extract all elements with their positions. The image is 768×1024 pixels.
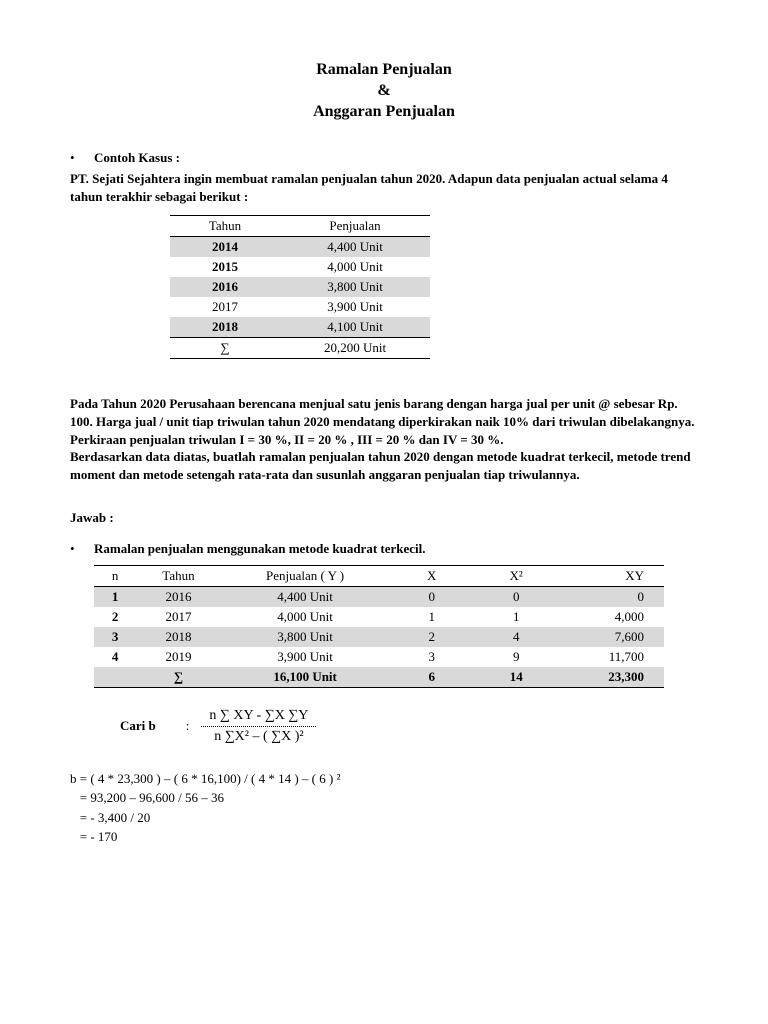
formula-block: Cari b : n ∑ XY - ∑X ∑Y n ∑X² – ( ∑X )² xyxy=(120,706,698,747)
cell-sum-value: 20,200 Unit xyxy=(280,338,430,359)
table-row: 20163,800 Unit xyxy=(170,277,430,297)
cell-year: 2017 xyxy=(136,607,220,627)
document-title: Ramalan Penjualan & Anggaran Penjualan xyxy=(70,60,698,122)
formula-colon: : xyxy=(186,718,190,734)
cell-year: 2018 xyxy=(136,627,220,647)
answer-label: Jawab : xyxy=(70,509,698,527)
col-header-n: n xyxy=(94,565,136,586)
calculation-block: b = ( 4 * 23,300 ) – ( 6 * 16,100) / ( 4… xyxy=(70,769,698,847)
cell-y: 4,000 Unit xyxy=(221,607,390,627)
table-row: 220174,000 Unit114,000 xyxy=(94,607,664,627)
col-header-x2: X² xyxy=(474,565,558,586)
formula-fraction: n ∑ XY - ∑X ∑Y n ∑X² – ( ∑X )² xyxy=(201,706,316,747)
cell-year: 2019 xyxy=(136,647,220,667)
table-row-total: ∑16,100 Unit61423,300 xyxy=(94,667,664,688)
sales-history-table-wrap: Tahun Penjualan 20144,400 Unit20154,000 … xyxy=(170,215,698,359)
table-row: 420193,900 Unit3911,700 xyxy=(94,647,664,667)
problem-paragraph-2: Berdasarkan data diatas, buatlah ramalan… xyxy=(70,448,698,483)
cell-year: 2015 xyxy=(170,257,280,277)
case-heading-row: • Contoh Kasus : xyxy=(70,150,698,166)
cell-sum-symbol: ∑ xyxy=(170,338,280,359)
calc-line-2: = 93,200 – 96,600 / 56 – 36 xyxy=(70,788,698,808)
cell-x: 2 xyxy=(390,627,474,647)
cell-sum-symbol: ∑ xyxy=(136,667,220,688)
title-line-1: Ramalan Penjualan xyxy=(70,60,698,81)
cell-year: 2018 xyxy=(170,317,280,338)
cell-year: 2014 xyxy=(170,237,280,258)
col-header-year: Tahun xyxy=(136,565,220,586)
table-row-total: ∑20,200 Unit xyxy=(170,338,430,359)
cell-year: 2016 xyxy=(170,277,280,297)
col-header-x: X xyxy=(390,565,474,586)
cell-sales: 4,400 Unit xyxy=(280,237,430,258)
sales-history-table: Tahun Penjualan 20144,400 Unit20154,000 … xyxy=(170,215,430,359)
cell-xy: 11,700 xyxy=(558,647,664,667)
cell-year: 2016 xyxy=(136,586,220,607)
method-label: Ramalan penjualan menggunakan metode kua… xyxy=(94,541,426,557)
col-header-xy: XY xyxy=(558,565,664,586)
table-row: 20154,000 Unit xyxy=(170,257,430,277)
cell-x2: 1 xyxy=(474,607,558,627)
case-label: Contoh Kasus : xyxy=(94,150,180,166)
bullet-icon: • xyxy=(70,541,94,557)
least-squares-table-wrap: n Tahun Penjualan ( Y ) X X² XY 120164,4… xyxy=(94,565,698,688)
fraction-denominator: n ∑X² – ( ∑X )² xyxy=(201,727,316,747)
col-header-y: Penjualan ( Y ) xyxy=(221,565,390,586)
cell-n: 4 xyxy=(94,647,136,667)
cell-x: 3 xyxy=(390,647,474,667)
table-row: 120164,400 Unit000 xyxy=(94,586,664,607)
table-row: 20184,100 Unit xyxy=(170,317,430,338)
cell-x: 1 xyxy=(390,607,474,627)
cell-x2: 0 xyxy=(474,586,558,607)
cell-n: 1 xyxy=(94,586,136,607)
table-row: 320183,800 Unit247,600 xyxy=(94,627,664,647)
cell-x2: 4 xyxy=(474,627,558,647)
intro-paragraph: PT. Sejati Sejahtera ingin membuat ramal… xyxy=(70,170,698,205)
cell-x-total: 6 xyxy=(390,667,474,688)
formula-label: Cari b xyxy=(120,718,156,734)
cell-y: 3,900 Unit xyxy=(221,647,390,667)
cell-xy: 0 xyxy=(558,586,664,607)
cell-x2-total: 14 xyxy=(474,667,558,688)
title-line-2: & xyxy=(70,81,698,102)
cell-x2: 9 xyxy=(474,647,558,667)
cell-sales: 3,900 Unit xyxy=(280,297,430,317)
least-squares-table: n Tahun Penjualan ( Y ) X X² XY 120164,4… xyxy=(94,565,664,688)
cell-sales: 4,000 Unit xyxy=(280,257,430,277)
calc-line-4: = - 170 xyxy=(70,827,698,847)
cell-y: 3,800 Unit xyxy=(221,627,390,647)
cell-n: 2 xyxy=(94,607,136,627)
title-line-3: Anggaran Penjualan xyxy=(70,102,698,123)
calc-line-1: b = ( 4 * 23,300 ) – ( 6 * 16,100) / ( 4… xyxy=(70,769,698,789)
cell-xy-total: 23,300 xyxy=(558,667,664,688)
bullet-icon: • xyxy=(70,150,94,166)
calc-line-3: = - 3,400 / 20 xyxy=(70,808,698,828)
table-row: 20144,400 Unit xyxy=(170,237,430,258)
problem-paragraph-1: Pada Tahun 2020 Perusahaan berencana men… xyxy=(70,395,698,448)
cell-xy: 4,000 xyxy=(558,607,664,627)
fraction-numerator: n ∑ XY - ∑X ∑Y xyxy=(201,706,316,727)
cell-year: 2017 xyxy=(170,297,280,317)
cell-xy: 7,600 xyxy=(558,627,664,647)
table-row: 20173,900 Unit xyxy=(170,297,430,317)
col-header-sales: Penjualan xyxy=(280,216,430,237)
col-header-year: Tahun xyxy=(170,216,280,237)
cell-x: 0 xyxy=(390,586,474,607)
cell-y: 4,400 Unit xyxy=(221,586,390,607)
cell-n xyxy=(94,667,136,688)
method-heading-row: • Ramalan penjualan menggunakan metode k… xyxy=(70,541,698,557)
cell-sales: 4,100 Unit xyxy=(280,317,430,338)
cell-sales: 3,800 Unit xyxy=(280,277,430,297)
cell-y-total: 16,100 Unit xyxy=(221,667,390,688)
cell-n: 3 xyxy=(94,627,136,647)
